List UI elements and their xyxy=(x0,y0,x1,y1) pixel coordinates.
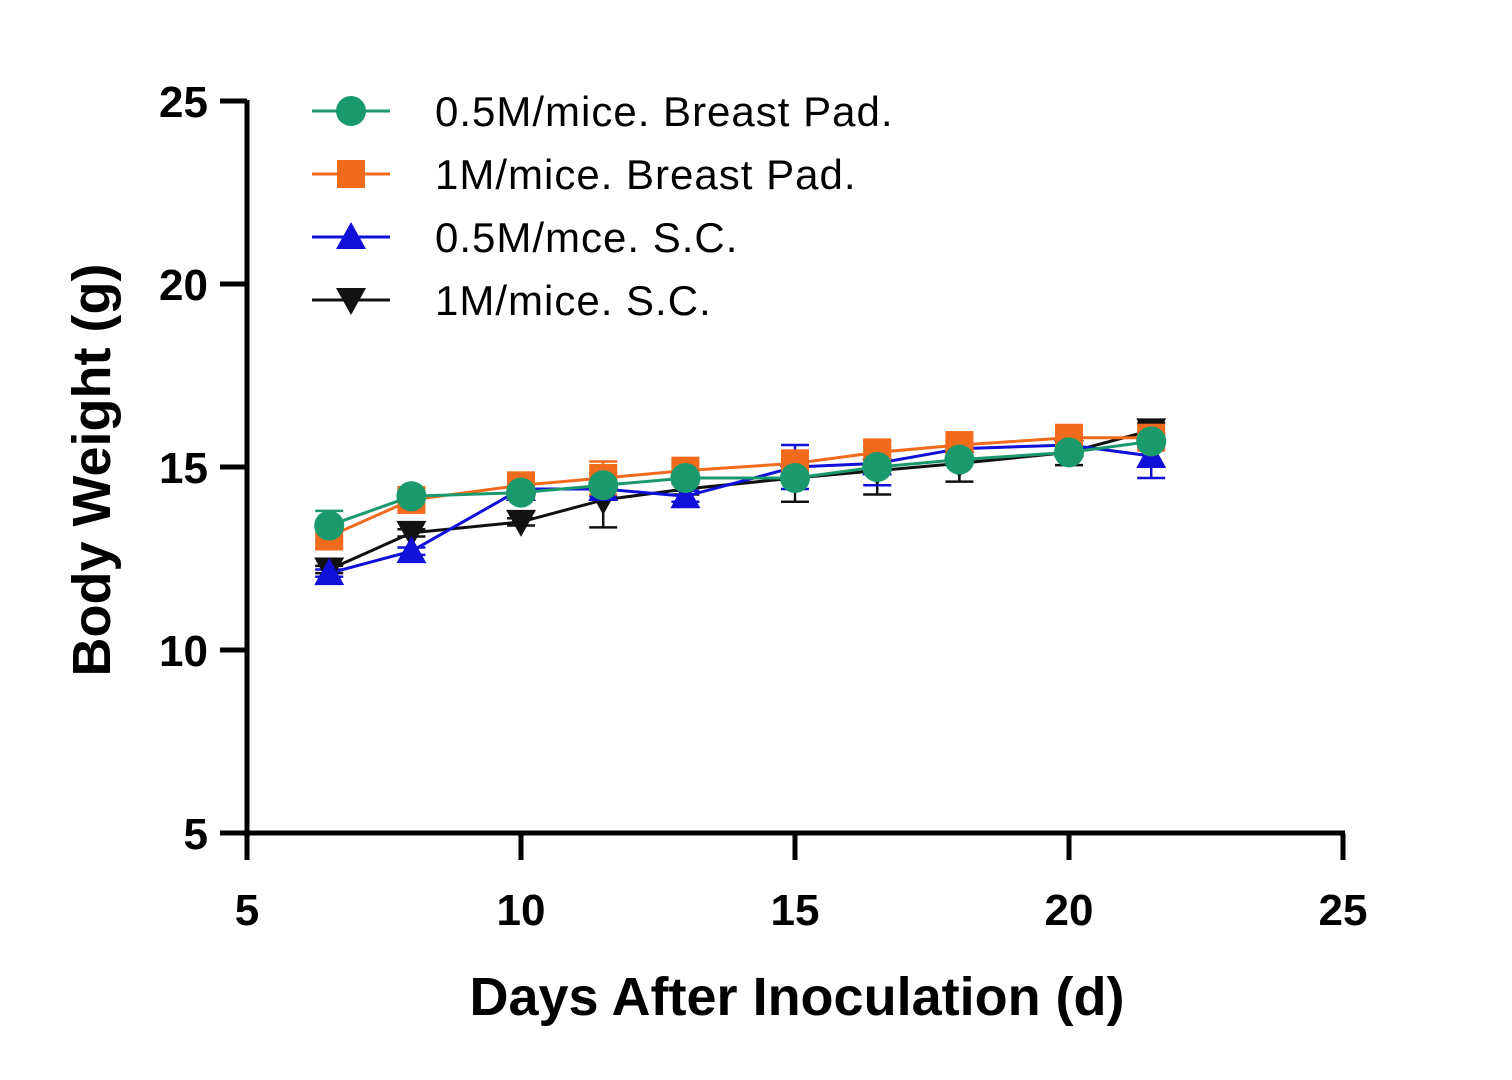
data-point xyxy=(1054,437,1084,468)
legend-label: 0.5M/mice. Breast Pad. xyxy=(435,88,894,135)
legend-item: 0.5M/mice. Breast Pad. xyxy=(312,88,894,135)
legend-marker xyxy=(336,222,366,249)
x-tick-label: 5 xyxy=(235,886,259,935)
y-ticks: 5 10 15 20 25 xyxy=(159,78,247,859)
legend-marker xyxy=(336,288,366,315)
legend-marker xyxy=(337,160,365,188)
legend-item: 1M/mice. Breast Pad. xyxy=(312,151,856,198)
legend-item: 0.5M/mce. S.C. xyxy=(312,214,738,261)
legend-marker xyxy=(336,96,366,126)
legend: 0.5M/mice. Breast Pad. 1M/mice. Breast Pa… xyxy=(312,88,894,324)
data-point xyxy=(396,520,427,548)
y-tick-label: 20 xyxy=(159,261,208,310)
data-point xyxy=(396,481,427,512)
y-tick-label: 25 xyxy=(159,78,208,127)
data-point xyxy=(396,536,427,564)
data-point xyxy=(1136,426,1167,457)
x-tick-label: 20 xyxy=(1045,886,1094,935)
series-line xyxy=(328,443,1152,575)
y-axis-title: Body Weight (g) xyxy=(62,264,122,677)
data-point xyxy=(314,558,345,586)
x-tick-label: 10 xyxy=(497,886,546,935)
y-tick-label: 10 xyxy=(159,627,208,676)
series-line xyxy=(328,436,1152,538)
series-lines-layer xyxy=(328,428,1152,575)
legend-label: 1M/mice. S.C. xyxy=(435,277,712,324)
y-tick-label: 5 xyxy=(184,810,208,859)
data-point xyxy=(314,510,345,541)
legend-label: 1M/mice. Breast Pad. xyxy=(435,151,856,198)
data-point xyxy=(862,452,893,482)
data-point xyxy=(506,509,536,537)
data-point xyxy=(780,462,810,493)
data-point xyxy=(944,444,975,475)
x-tick-label: 25 xyxy=(1319,886,1368,935)
data-point xyxy=(670,481,701,509)
series-line xyxy=(328,428,1152,571)
data-point xyxy=(670,462,701,493)
markers-layer xyxy=(314,418,1167,586)
x-axis-title: Days After Inoculation (d) xyxy=(469,967,1124,1027)
x-tick-label: 15 xyxy=(771,886,820,935)
legend-item: 1M/mice. S.C. xyxy=(312,277,712,324)
data-point xyxy=(588,470,619,501)
data-point xyxy=(506,477,536,508)
series-line xyxy=(328,439,1152,527)
legend-label: 0.5M/mce. S.C. xyxy=(435,214,738,261)
y-tick-label: 15 xyxy=(159,444,208,493)
x-ticks: 5 10 15 20 25 xyxy=(235,833,1368,935)
